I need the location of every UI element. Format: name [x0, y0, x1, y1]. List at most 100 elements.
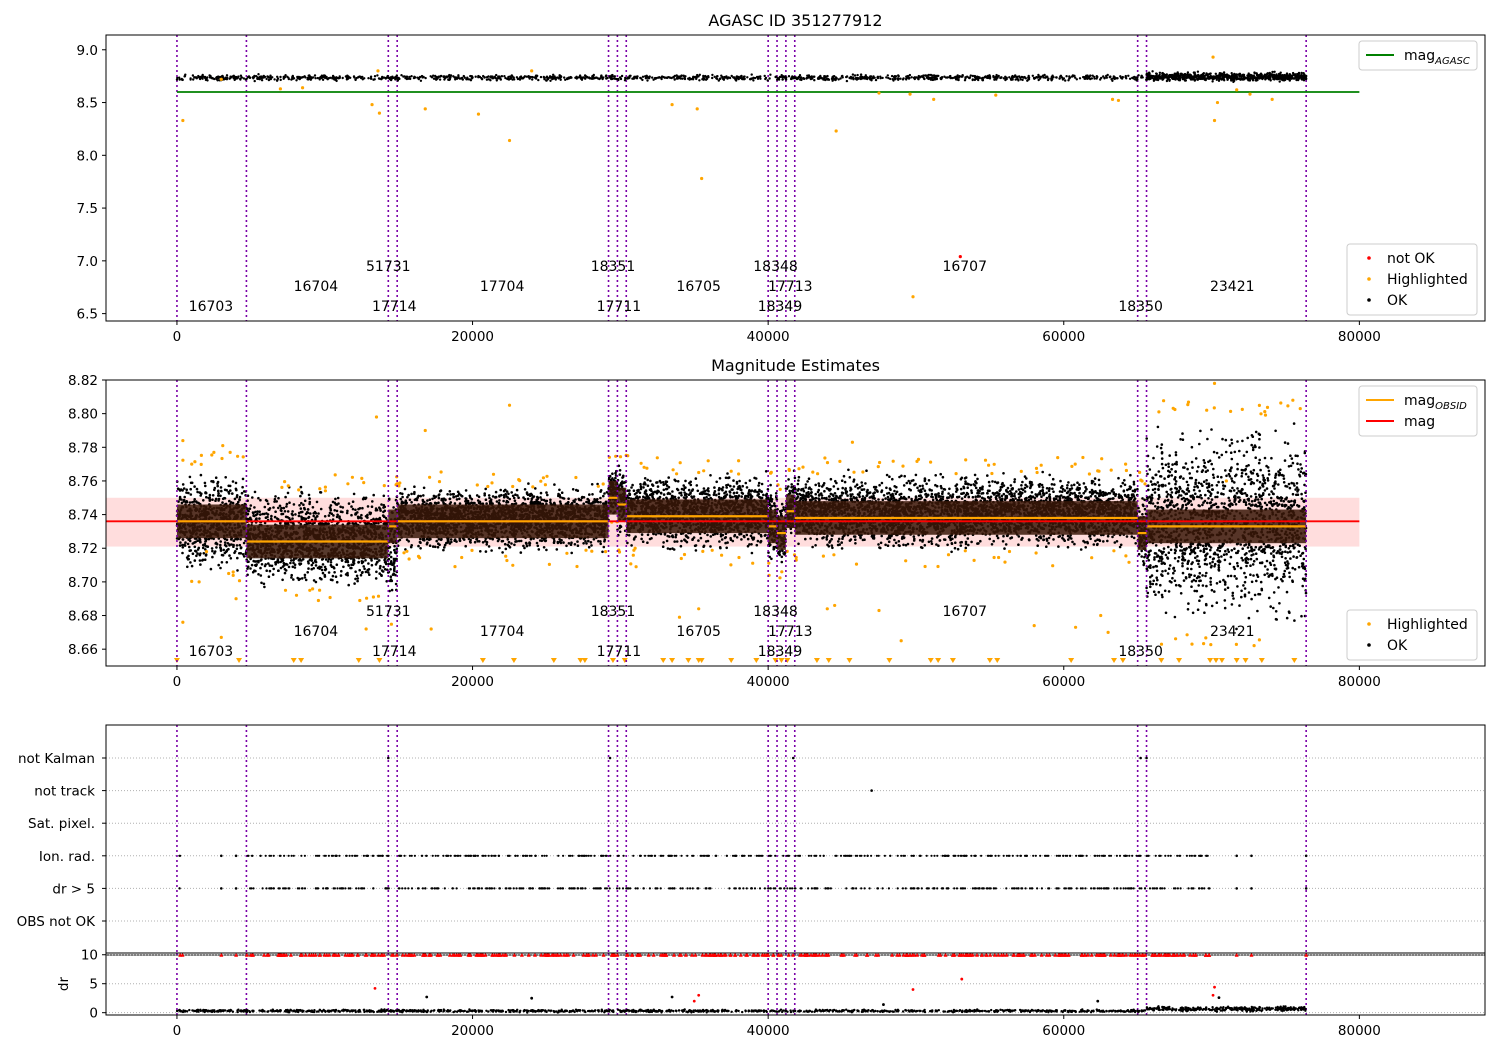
agasc-ok-point	[1140, 74, 1143, 78]
mag-ok-point	[368, 573, 371, 576]
mag-ok-point	[224, 476, 227, 479]
agasc-ok-point	[418, 75, 422, 79]
mag-ok-point	[317, 522, 321, 526]
agasc-ok-point	[1065, 75, 1068, 78]
agasc-ok-point	[1087, 76, 1091, 80]
agasc-ok-point	[210, 77, 214, 80]
mag-ok-point	[227, 492, 231, 495]
agasc-ok-point	[672, 76, 675, 79]
agasc-ok-point	[240, 76, 243, 79]
mag-ok-point	[382, 494, 386, 498]
agasc-obsid-label: 17704	[480, 279, 525, 295]
agasc-ok-point	[929, 73, 933, 77]
agasc-ok-point	[1102, 75, 1105, 78]
mag-ok-point	[306, 571, 310, 574]
mag-ok-point	[281, 565, 285, 568]
agasc-ok-point	[781, 78, 784, 81]
agasc-ok-point	[1297, 71, 1301, 75]
agasc-ok-point	[189, 78, 192, 81]
agasc-ok-point	[556, 76, 559, 79]
agasc-ok-point	[1296, 72, 1299, 76]
mag-ok-point	[204, 484, 207, 488]
agasc-ok-point	[1128, 77, 1132, 81]
agasc-ok-point	[308, 77, 311, 80]
agasc-ok-point	[549, 79, 552, 83]
agasc-ok-point	[830, 77, 834, 81]
mag-ok-point	[308, 502, 311, 506]
mag-ok-point	[316, 515, 319, 518]
agasc-ok-point	[335, 79, 338, 83]
mag-ok-point	[312, 567, 316, 570]
mag-ok-point	[375, 517, 378, 521]
agasc-ok-point	[881, 76, 884, 80]
mag-ok-point	[221, 501, 224, 504]
agasc-ok-point	[961, 74, 964, 77]
mag-ok-point	[389, 555, 393, 559]
agasc-ok-point	[1197, 77, 1200, 81]
agasc-ok-point	[920, 75, 923, 78]
agasc-obsid-label: 51731	[366, 259, 411, 275]
agasc-highlighted-point	[670, 103, 674, 107]
agasc-ok-point	[463, 76, 466, 79]
agasc-ok-point	[439, 74, 443, 78]
agasc-ok-point	[373, 75, 377, 78]
agasc-ok-point	[1259, 72, 1263, 75]
agasc-ok-point	[253, 74, 256, 78]
agasc-ok-point	[1223, 73, 1226, 76]
agasc-ok-point	[1252, 74, 1256, 77]
mag-ok-point	[327, 514, 331, 517]
mag-ok-point	[308, 500, 312, 504]
agasc-ok-point	[1062, 77, 1066, 80]
mag-ok-point	[375, 570, 378, 574]
mag-ok-point	[350, 566, 353, 570]
agasc-ok-point	[542, 75, 545, 79]
mag-ok-point	[253, 514, 256, 518]
mag-ok-point	[228, 499, 231, 503]
agasc-ok-point	[997, 74, 1000, 78]
agasc-obsid-label: 17713	[768, 279, 813, 295]
agasc-ok-point	[331, 77, 334, 80]
agasc-ok-point	[1114, 77, 1117, 80]
mag-ok-point	[238, 495, 242, 499]
agasc-ok-point	[819, 74, 822, 78]
agasc-ok-point	[1011, 74, 1014, 78]
agasc-ok-point	[663, 76, 666, 79]
agasc-ok-point	[859, 73, 863, 76]
agasc-ok-point	[217, 77, 220, 80]
mag-ok-point	[294, 513, 297, 516]
mag-ok-point	[352, 558, 355, 562]
agasc-ok-point	[1287, 77, 1290, 81]
agasc-ok-point	[1155, 72, 1158, 75]
agasc-ok-point	[1156, 78, 1160, 82]
agasc-ok-point	[1267, 74, 1271, 78]
agasc-ok-point	[551, 75, 554, 79]
panel-agasc-title: AGASC ID 351277912	[708, 11, 882, 30]
agasc-ok-point	[1291, 71, 1295, 75]
mag-ok-point	[201, 558, 205, 562]
agasc-ok-point	[905, 75, 908, 78]
agasc-ok-point	[1211, 80, 1214, 83]
agasc-ok-point	[307, 74, 310, 77]
agasc-ok-point	[1223, 75, 1227, 78]
agasc-ok-point	[1166, 77, 1169, 81]
agasc-ok-point	[176, 76, 179, 80]
agasc-ok-point	[1206, 73, 1209, 77]
mag-ok-point	[383, 561, 387, 564]
agasc-ok-point	[863, 76, 866, 79]
agasc-ok-point	[230, 75, 233, 79]
agasc-highlighted-point	[911, 295, 915, 299]
mag-ok-point	[314, 512, 318, 515]
mag-ok-point	[382, 503, 386, 507]
agasc-ok-point	[1243, 75, 1246, 79]
mag-ok-point	[292, 561, 295, 565]
mag-ok-point	[383, 515, 386, 518]
agasc-highlighted-point	[1248, 92, 1252, 96]
agasc-ok-point	[606, 76, 609, 80]
mag-ok-point	[283, 510, 287, 513]
agasc-ok-point	[1002, 77, 1005, 80]
agasc-ok-point	[665, 76, 669, 80]
mag-ok-point	[485, 502, 488, 505]
agasc-ok-point	[613, 77, 617, 80]
mag-ok-point	[255, 563, 258, 566]
agasc-ok-point	[403, 75, 406, 78]
